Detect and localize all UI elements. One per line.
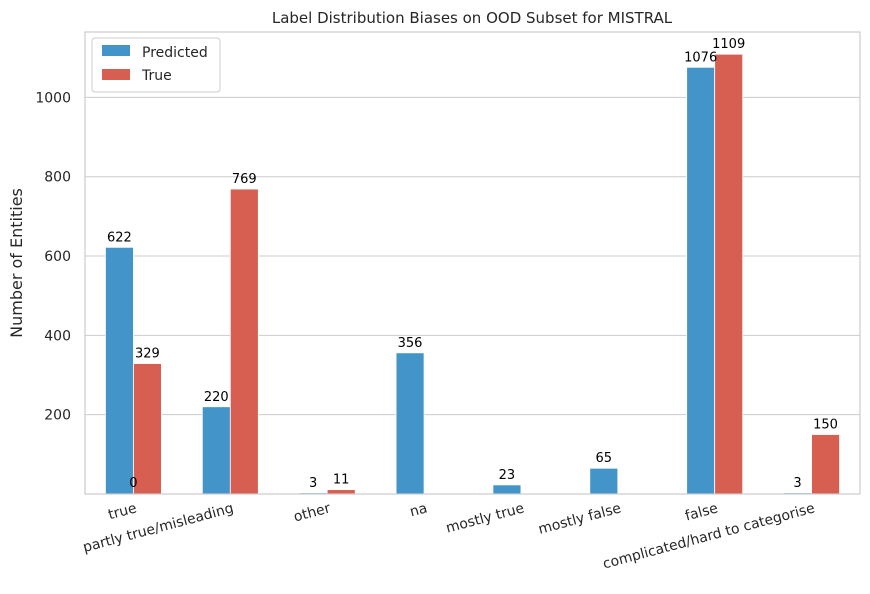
y-axis-label: Number of Entities xyxy=(7,188,26,338)
x-tick-label: false xyxy=(683,500,719,524)
x-tick-label: partly true/misleading xyxy=(81,500,235,556)
data-label-true-0: 329 xyxy=(135,347,160,362)
bar-predicted-6 xyxy=(686,66,716,495)
x-tick-label: mostly true xyxy=(444,500,526,536)
bars xyxy=(105,53,840,495)
y-axis-ticks: 200 400 600 800 1000 xyxy=(35,90,71,423)
plot-frame xyxy=(84,31,861,495)
legend: Predicted True xyxy=(91,37,221,93)
data-label-true-1: 769 xyxy=(232,172,257,187)
legend-label-predicted: Predicted xyxy=(142,45,208,61)
data-label-predicted-5: 65 xyxy=(596,451,613,466)
data-label-predicted-0: 622 xyxy=(107,230,132,245)
bar-true-2 xyxy=(326,489,356,495)
data-label-predicted-4: 23 xyxy=(499,468,516,483)
bar-predicted-3 xyxy=(395,352,425,495)
data-label-true-2: 11 xyxy=(333,473,350,488)
data-label-predicted-3: 356 xyxy=(398,336,423,351)
bar-true-7 xyxy=(811,434,840,495)
bar-true-6 xyxy=(714,53,744,495)
x-tick-label: true xyxy=(107,500,139,523)
data-label-predicted-2: 3 xyxy=(309,476,317,491)
bar-true-1 xyxy=(229,188,259,495)
bar-predicted-1 xyxy=(201,406,231,495)
x-tick-label: na xyxy=(408,500,429,520)
bar-predicted-4 xyxy=(492,484,522,495)
y-tick-label: 400 xyxy=(44,328,71,344)
y-tick-label: 600 xyxy=(44,249,71,265)
legend-label-true: True xyxy=(141,68,172,84)
chart-title: Label Distribution Biases on OOD Subset … xyxy=(272,9,673,27)
legend-swatch-true xyxy=(102,69,130,80)
gridlines xyxy=(85,96,860,416)
x-tick-label: mostly false xyxy=(537,500,623,537)
y-tick-label: 200 xyxy=(44,408,71,424)
bar-true-0 xyxy=(133,363,162,495)
data-label-predicted-7: 3 xyxy=(793,476,801,491)
data-label-predicted-6: 1076 xyxy=(684,50,717,65)
y-tick-label: 1000 xyxy=(35,90,71,106)
legend-swatch-predicted xyxy=(102,45,130,56)
data-label-predicted-1: 220 xyxy=(204,390,229,405)
bar-predicted-0 xyxy=(105,246,134,495)
bar-predicted-5 xyxy=(589,467,619,495)
x-tick-label: other xyxy=(292,500,332,525)
data-label-true-7: 150 xyxy=(813,418,838,433)
data-label-extra: 0 xyxy=(129,476,137,491)
y-tick-label: 800 xyxy=(44,170,71,186)
data-label-true-6: 1109 xyxy=(712,37,745,52)
